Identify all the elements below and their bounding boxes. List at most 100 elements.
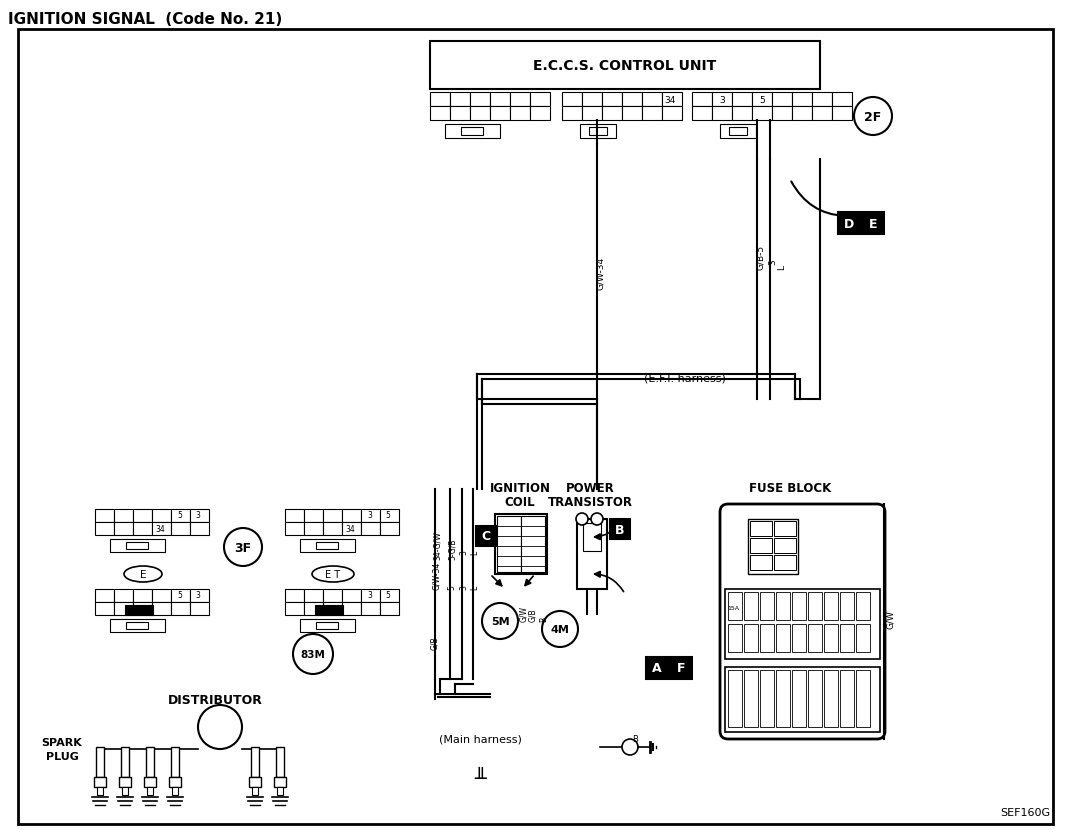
Bar: [602, 93, 622, 107]
Text: SPARK: SPARK: [42, 737, 82, 747]
Bar: [304, 589, 323, 602]
Bar: [277, 787, 283, 795]
Bar: [812, 107, 832, 121]
Text: POWER: POWER: [565, 481, 615, 494]
Bar: [323, 522, 342, 535]
Bar: [114, 509, 133, 522]
Bar: [856, 592, 870, 620]
Bar: [361, 602, 380, 615]
Text: PLUG: PLUG: [46, 751, 78, 761]
Text: (E.F.I. harness): (E.F.I. harness): [644, 373, 726, 383]
Bar: [380, 602, 399, 615]
Bar: [602, 107, 622, 121]
Bar: [190, 509, 209, 522]
Ellipse shape: [124, 566, 162, 583]
Bar: [731, 93, 752, 107]
Bar: [791, 107, 812, 121]
Bar: [171, 747, 179, 777]
Bar: [95, 589, 114, 602]
Bar: [190, 602, 209, 615]
Text: G/B: G/B: [528, 608, 538, 621]
Bar: [642, 93, 662, 107]
Bar: [491, 107, 510, 121]
Bar: [729, 128, 746, 135]
Bar: [772, 107, 791, 121]
Bar: [316, 543, 338, 549]
Bar: [791, 670, 806, 727]
Text: 34: 34: [664, 95, 676, 104]
Bar: [95, 522, 114, 535]
Text: G/W-34: G/W-34: [595, 257, 604, 289]
Bar: [169, 777, 181, 787]
Bar: [577, 519, 607, 589]
Bar: [791, 592, 806, 620]
Circle shape: [622, 739, 638, 755]
Bar: [315, 605, 343, 615]
Bar: [840, 592, 854, 620]
Bar: [316, 622, 338, 630]
Bar: [840, 624, 854, 652]
Text: L: L: [470, 585, 480, 589]
Text: 34: 34: [155, 524, 165, 533]
Bar: [342, 509, 361, 522]
Bar: [728, 670, 742, 727]
Text: DISTRIBUTOR: DISTRIBUTOR: [167, 693, 262, 706]
Bar: [97, 787, 103, 795]
Bar: [300, 539, 355, 553]
Text: F: F: [677, 662, 685, 675]
Bar: [470, 93, 491, 107]
Bar: [125, 605, 153, 615]
Bar: [725, 667, 880, 732]
Bar: [470, 107, 491, 121]
Bar: [774, 522, 796, 537]
Bar: [744, 624, 758, 652]
Bar: [750, 538, 772, 553]
Bar: [728, 624, 742, 652]
Bar: [110, 619, 165, 632]
Text: 5: 5: [448, 584, 456, 589]
Bar: [304, 509, 323, 522]
Bar: [300, 619, 355, 632]
Text: 3F: 3F: [235, 541, 252, 553]
Bar: [380, 522, 399, 535]
Bar: [774, 555, 796, 570]
Bar: [720, 125, 756, 139]
Bar: [114, 522, 133, 535]
Text: A: A: [652, 662, 662, 675]
Bar: [812, 93, 832, 107]
Bar: [692, 107, 712, 121]
Text: 3: 3: [459, 584, 468, 589]
Bar: [824, 624, 838, 652]
Bar: [776, 592, 790, 620]
Bar: [122, 787, 129, 795]
Bar: [495, 514, 547, 574]
Text: 3: 3: [719, 95, 725, 104]
Bar: [744, 670, 758, 727]
Bar: [323, 509, 342, 522]
Bar: [497, 517, 521, 573]
Ellipse shape: [312, 566, 355, 583]
Bar: [248, 777, 261, 787]
Text: E.C.C.S. CONTROL UNIT: E.C.C.S. CONTROL UNIT: [533, 59, 716, 73]
Bar: [147, 787, 153, 795]
Text: 5: 5: [386, 511, 391, 520]
Circle shape: [576, 513, 588, 525]
Bar: [856, 670, 870, 727]
Text: 15A: 15A: [727, 604, 739, 609]
Text: 3: 3: [196, 591, 200, 599]
Bar: [276, 747, 284, 777]
Bar: [670, 657, 692, 679]
Circle shape: [224, 528, 262, 566]
Bar: [752, 107, 772, 121]
Text: IGNITION SIGNAL  (Code No. 21): IGNITION SIGNAL (Code No. 21): [7, 12, 283, 27]
Bar: [583, 523, 601, 551]
Bar: [461, 128, 483, 135]
Bar: [450, 107, 470, 121]
Bar: [152, 509, 171, 522]
Text: 3: 3: [196, 511, 200, 520]
FancyBboxPatch shape: [720, 504, 885, 739]
Bar: [476, 527, 496, 547]
Text: B: B: [632, 735, 638, 743]
Bar: [274, 777, 286, 787]
Bar: [521, 517, 545, 573]
